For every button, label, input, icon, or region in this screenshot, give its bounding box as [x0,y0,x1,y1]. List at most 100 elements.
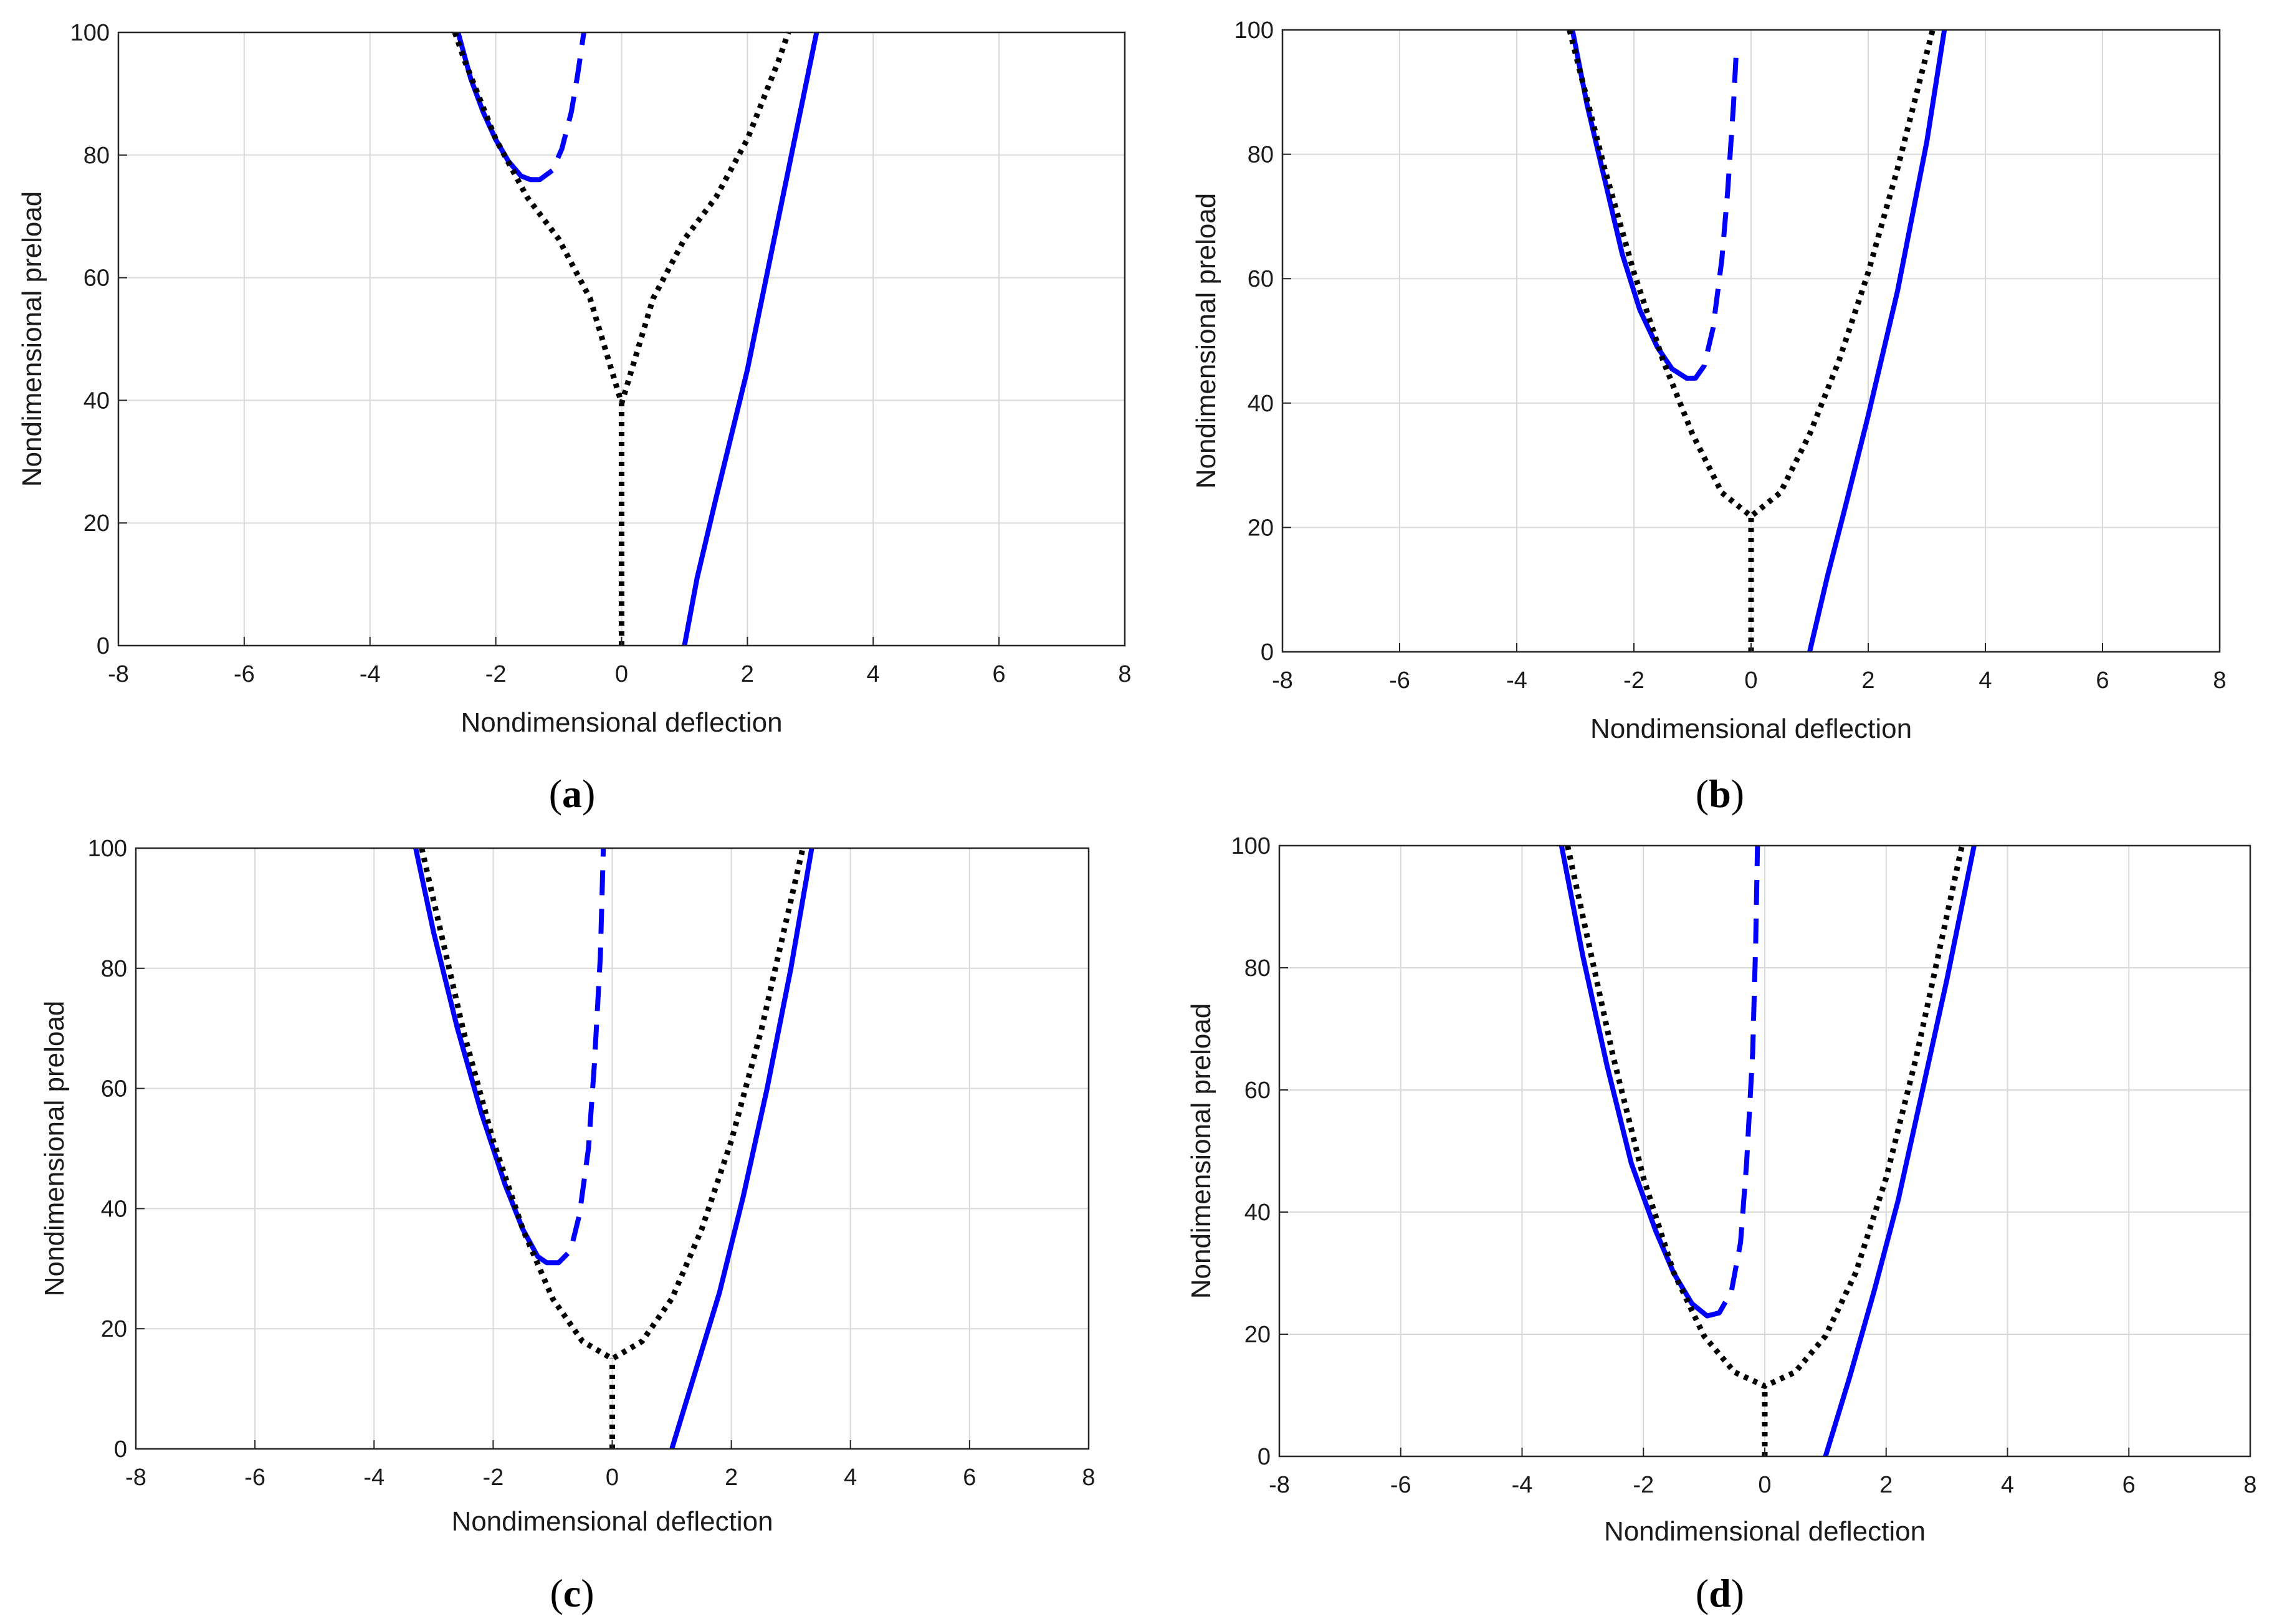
y-tick-label: 20 [101,1316,127,1342]
y-tick-label: 20 [1244,1322,1271,1348]
x-tick-label: -4 [360,661,381,687]
chart-panel-c: -8 -6 -4 -2 0 2 4 6 8020406080100Nondimensional … [39,836,1096,1615]
panel-label-close: ) [1731,1571,1744,1615]
x-tick-label: 4 [2001,1472,2014,1498]
chart-panel-d: -8 -6 -4 -2 0 2 4 6 8020406080100Nondimensional … [1186,833,2257,1615]
y-tick-label: 0 [1258,1444,1271,1470]
panel-label-close: ) [1731,771,1744,816]
y-tick-label: 20 [1248,515,1274,541]
y-tick-label: 80 [101,956,127,982]
panel-label-open: ( [1696,1571,1709,1615]
x-tick-label: -2 [482,1464,504,1491]
x-tick-label: -2 [1633,1472,1654,1498]
y-tick-label: 80 [1248,142,1274,168]
x-tick-label: 6 [963,1464,976,1491]
y-tick-label: 100 [70,20,110,46]
series-reference-parabola [419,848,806,1362]
x-tick-label: 4 [844,1464,857,1491]
y-tick-label: 100 [88,836,127,862]
series-reference-parabola [1567,30,1936,519]
panel-label-letter: b [1709,771,1731,816]
x-tick-label: 2 [725,1464,738,1491]
y-tick-label: 60 [1244,1077,1271,1104]
y-axis-label: Nondimensional preload [39,1001,70,1297]
chart-panel-a: -8 -6 -4 -2 0 2 4 6 8020406080100Nondimensional … [17,20,1132,816]
x-tick-label: 8 [2213,667,2226,694]
y-tick-label: 40 [101,1196,127,1222]
x-tick-label: -2 [1623,667,1645,694]
series-stable-right [1807,30,1947,652]
x-tick-label: -8 [125,1464,146,1491]
y-tick-label: 60 [84,265,110,292]
series-unstable [1706,846,1760,1319]
y-tick-label: 100 [1234,17,1274,44]
x-tick-label: 0 [606,1464,619,1491]
panel-label: (b) [1696,771,1744,816]
x-tick-label: 6 [2122,1472,2136,1498]
y-tick-label: 20 [84,510,110,537]
y-tick-label: 40 [1248,391,1274,417]
panel-label-close: ) [582,771,595,816]
panel-label-open: ( [549,771,562,816]
x-tick-label: 2 [741,661,754,687]
x-axis-label: Nondimensional deflection [1604,1516,1926,1547]
x-tick-label: 0 [615,661,628,687]
y-tick-label: 80 [1244,955,1271,982]
y-axis-label: Nondimensional preload [17,191,47,487]
series-unstable [530,32,586,183]
series-stable-right [1823,846,1977,1456]
y-tick-label: 60 [1248,266,1274,292]
x-tick-label: -4 [363,1464,384,1491]
panel-label: (c) [550,1571,594,1615]
x-tick-label: -2 [485,661,507,687]
chart-panel-b: -8 -6 -4 -2 0 2 4 6 8020406080100Nondimensional … [1191,17,2227,816]
x-tick-label: -6 [234,661,255,687]
y-tick-label: 0 [114,1436,127,1463]
y-tick-label: 60 [101,1076,127,1102]
x-tick-label: 8 [1082,1464,1095,1491]
series-stable-left [1570,30,1689,381]
x-tick-label: -8 [1269,1472,1290,1498]
x-tick-label: 2 [1879,1472,1893,1498]
x-tick-label: -4 [1506,667,1527,694]
panel-label-open: ( [550,1571,563,1615]
y-tick-label: 40 [1244,1200,1271,1226]
x-tick-label: 0 [1744,667,1757,694]
x-tick-label: -6 [244,1464,265,1491]
panel-label-open: ( [1696,771,1709,816]
panel-label-letter: d [1709,1571,1731,1615]
x-tick-label: 4 [1979,667,1992,694]
x-tick-label: 8 [1118,661,1131,687]
panel-label-letter: c [563,1571,581,1615]
panel-label-letter: a [562,771,582,816]
x-tick-label: -6 [1389,667,1410,694]
series-stable-right [682,32,819,646]
x-tick-label: -8 [108,661,129,687]
x-tick-label: 6 [2096,667,2109,694]
series-unstable [1686,48,1739,381]
x-axis-label: Nondimensional deflection [461,707,782,738]
y-tick-label: 0 [1261,639,1274,666]
x-axis-label: Nondimensional deflection [451,1506,773,1537]
series-unstable [547,848,606,1266]
x-tick-label: -6 [1390,1472,1411,1498]
series-stable-left [456,32,533,183]
x-tick-label: 0 [1758,1472,1771,1498]
x-tick-label: 8 [2243,1472,2256,1498]
panel-label: (a) [549,771,596,816]
y-tick-label: 100 [1231,833,1271,859]
y-axis-label: Nondimensional preload [1186,1003,1216,1299]
panel-label: (d) [1696,1571,1744,1615]
x-tick-label: -8 [1272,667,1293,694]
panel-label-close: ) [581,1571,594,1615]
y-axis-label: Nondimensional preload [1191,193,1221,489]
y-tick-label: 40 [84,388,110,414]
y-tick-label: 0 [97,633,110,659]
x-tick-label: -4 [1512,1472,1533,1498]
x-tick-label: 2 [1861,667,1874,694]
x-tick-label: 4 [867,661,880,687]
y-tick-label: 80 [84,143,110,169]
x-axis-label: Nondimensional deflection [1590,714,1912,744]
series-stable-right [669,848,814,1449]
